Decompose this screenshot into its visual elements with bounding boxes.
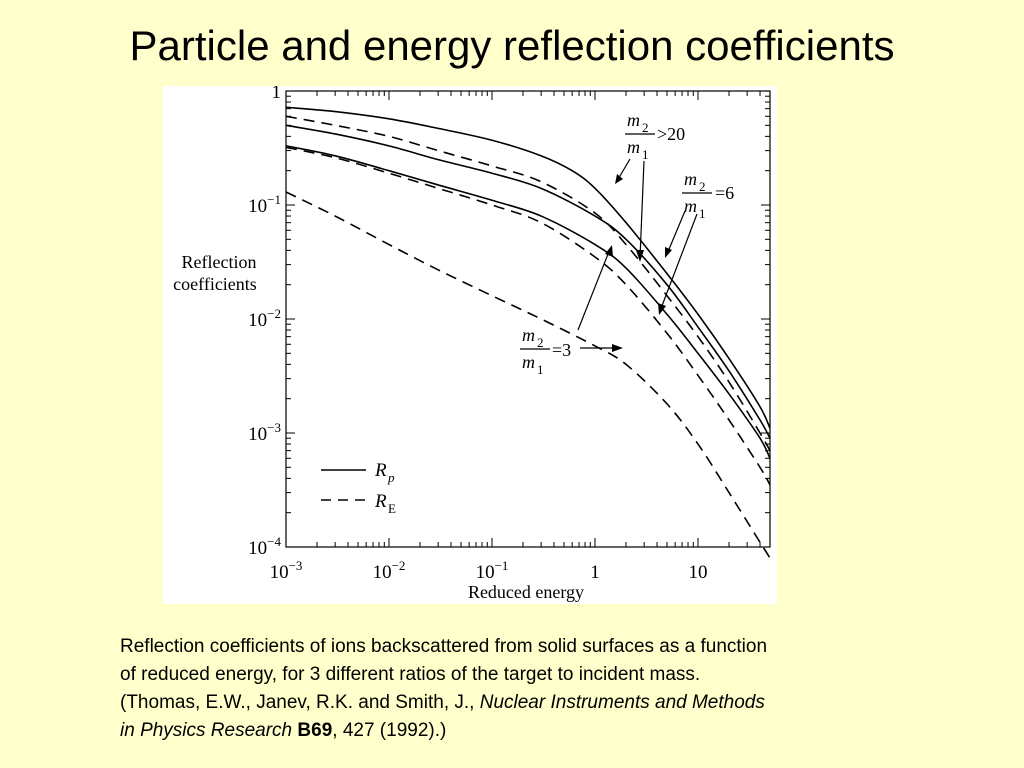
series-group: [285, 106, 771, 559]
y-tick-label-base: 10: [248, 310, 267, 331]
x-axis-label: Reduced energy: [468, 582, 584, 602]
annotation-eq6-num-sub: 2: [699, 179, 706, 194]
caption-journal-part2: in Physics Research: [120, 720, 293, 741]
x-tick-label: 10−2: [373, 558, 406, 583]
series-line-re: [285, 191, 771, 559]
arrowhead-gt20-re: [636, 250, 644, 262]
series-line-rp: [285, 106, 771, 429]
y-tick-label-base: 10: [248, 424, 267, 445]
y-tick-label-base: 1: [272, 86, 282, 103]
x-tick-label: 10−3: [270, 558, 303, 583]
arrowhead-eq3-rp: [605, 245, 613, 257]
y-tick-label-exponent: −4: [267, 534, 281, 549]
x-tick-label-base: 1: [590, 562, 600, 583]
arrow-eq6-to-re: [659, 213, 698, 312]
x-tick-label-base: 10: [373, 562, 392, 583]
x-tick-label-base: 10: [270, 562, 289, 583]
legend: R p R E: [321, 460, 396, 516]
annotation-gt20-den: m: [627, 137, 640, 157]
annotation-gt20-num-sub: 2: [642, 120, 649, 135]
annotation-eq3-den: m: [522, 352, 535, 372]
annotation-ratio-gt20: m 2 m 1 >20: [625, 110, 685, 162]
annotation-gt20-den-sub: 1: [642, 147, 649, 162]
y-tick-label-exponent: −2: [267, 306, 281, 321]
figure-caption: Reflection coefficients of ions backscat…: [120, 633, 920, 745]
annotation-eq3-relation: =3: [552, 340, 571, 360]
legend-re-subscript: E: [388, 501, 396, 516]
annotation-eq6-den-sub: 1: [699, 206, 706, 221]
slide-title: Particle and energy reflection coefficie…: [129, 22, 895, 69]
annotation-ratio-eq6: m 2 m 1 =6: [682, 169, 734, 221]
y-axis-label-line2: coefficients: [173, 274, 257, 294]
annotation-eq3-num: m: [522, 325, 535, 345]
y-tick-label: 10−2: [248, 306, 281, 331]
legend-re-symbol: R: [374, 491, 387, 512]
y-tick-label: 1: [272, 86, 282, 103]
y-tick-labels: 110−110−210−310−4: [248, 86, 281, 559]
caption-line1: Reflection coefficients of ions backscat…: [120, 636, 768, 657]
x-tick-label: 1: [590, 562, 600, 583]
annotation-eq6-relation: =6: [715, 183, 734, 203]
annotation-eq6-num: m: [684, 169, 697, 189]
series-line-re: [285, 115, 771, 452]
x-tick-label-exponent: −1: [495, 558, 509, 573]
y-tick-label: 10−4: [248, 534, 281, 559]
series-line-rp: [285, 124, 771, 439]
legend-rp-symbol: R: [374, 460, 387, 481]
x-tick-label: 10: [689, 562, 708, 583]
series-line-re: [285, 146, 771, 486]
arrowhead-eq6-rp: [665, 247, 672, 258]
x-tick-label-base: 10: [476, 562, 495, 583]
annotation-eq3-den-sub: 1: [537, 362, 544, 377]
chart-figure: 10−3 10−2 10−1 1 10 1 10−1 10−2 10−3 10−4 Reduce…: [163, 86, 777, 604]
y-tick-label-exponent: −3: [267, 420, 281, 435]
annotation-eq6-den: m: [684, 196, 697, 216]
arrow-gt20-to-re: [639, 160, 645, 259]
annotation-gt20-relation: >20: [657, 124, 685, 144]
arrow-eq6-to-rp: [666, 210, 686, 255]
arrow-eq3-to-rp: [577, 248, 611, 331]
y-tick-label: 10−3: [248, 420, 281, 445]
series-line-rp: [285, 145, 771, 459]
x-tick-label-exponent: −3: [289, 558, 303, 573]
caption-volume: B69: [297, 720, 333, 741]
caption-citation-suffix: , 427 (1992).): [332, 720, 447, 741]
x-tick-label-exponent: −2: [392, 558, 406, 573]
caption-citation-prefix: (Thomas, E.W., Janev, R.K. and Smith, J.…: [120, 692, 480, 713]
annotation-ratio-eq3: m 2 m 1 =3: [520, 325, 571, 377]
x-tick-label-base: 10: [689, 562, 708, 583]
y-tick-label: 10−1: [248, 192, 281, 217]
x-tick-label: 10−1: [476, 558, 509, 583]
y-tick-label-base: 10: [248, 538, 267, 559]
caption-journal-part1: Nuclear Instruments and Methods: [479, 692, 765, 713]
y-tick-label-exponent: −1: [267, 192, 281, 207]
x-tick-labels: 10−3 10−2 10−1 1 10: [270, 558, 708, 583]
reflection-chart: 10−3 10−2 10−1 1 10 110−110−210−310−4 Reduce…: [173, 86, 771, 602]
y-axis-label-line1: Reflection: [182, 252, 257, 272]
plot-frame: [285, 90, 771, 548]
arrowhead-gt20-rp: [615, 174, 623, 184]
y-tick-label-base: 10: [248, 196, 267, 217]
legend-rp-subscript: p: [387, 470, 395, 485]
minor-ticks: [286, 91, 771, 547]
annotation-arrows: [577, 158, 698, 352]
arrowhead-eq6-re: [658, 303, 666, 315]
major-ticks: [285, 90, 770, 548]
arrowhead-eq3-re: [612, 344, 623, 352]
annotation-gt20-num: m: [627, 110, 640, 130]
annotation-eq3-num-sub: 2: [537, 335, 544, 350]
caption-line2: of reduced energy, for 3 different ratio…: [120, 664, 701, 685]
